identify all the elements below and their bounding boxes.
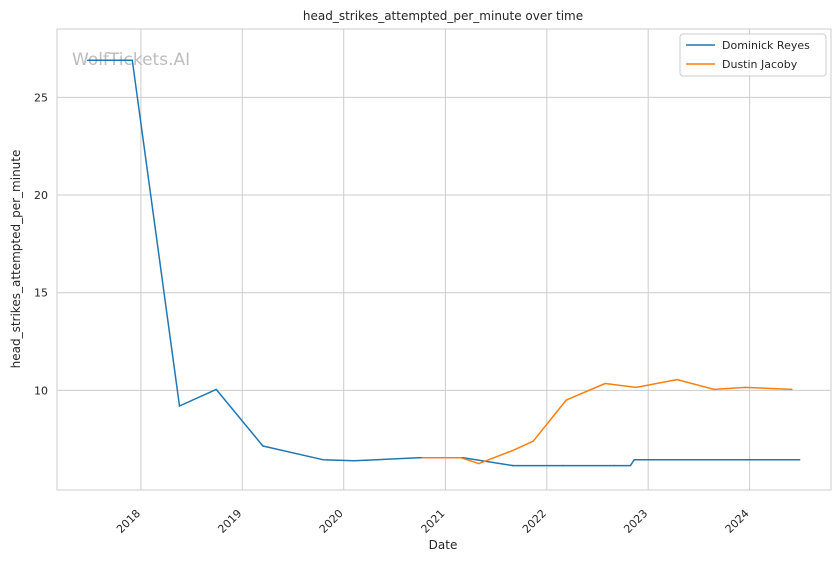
- x-tick-label: 2020: [317, 507, 346, 536]
- x-tick-label: 2023: [621, 507, 650, 536]
- legend-label-dustin-jacoby: Dustin Jacoby: [722, 58, 798, 71]
- legend-label-dominick-reyes: Dominick Reyes: [722, 39, 810, 52]
- data-point: [511, 450, 513, 452]
- series-line-dominick-reyes: [87, 59, 800, 467]
- data-point: [477, 462, 480, 465]
- data-point: [262, 445, 264, 447]
- data-point: [353, 459, 356, 462]
- y-axis-title: head_strikes_attempted_per_minute: [9, 150, 23, 369]
- series-lines: [87, 59, 801, 467]
- data-point: [460, 457, 463, 459]
- legend: Dominick Reyes Dustin Jacoby: [679, 33, 827, 77]
- data-point: [713, 388, 715, 391]
- x-axis-title: Date: [429, 538, 458, 552]
- x-tick-label: 2022: [520, 507, 549, 536]
- data-point: [178, 405, 181, 407]
- series-line-dustin-jacoby: [422, 378, 792, 465]
- y-tick-label: 10: [34, 384, 48, 397]
- y-tick-label: 15: [34, 287, 48, 300]
- x-tick-label: 2021: [419, 507, 448, 536]
- data-point: [562, 464, 564, 467]
- y-tick-label: 20: [34, 189, 48, 202]
- data-point: [322, 458, 324, 461]
- data-point: [417, 457, 420, 459]
- data-point: [421, 457, 424, 459]
- data-point: [629, 464, 632, 467]
- data-point: [744, 386, 746, 389]
- tick-labels: 10 15 20 25 2018 2019 2020 2021 2022 2023 2024: [34, 91, 752, 536]
- data-point: [635, 386, 637, 389]
- data-point: [676, 378, 678, 381]
- data-point: [131, 59, 134, 62]
- data-point: [565, 399, 567, 401]
- data-point: [798, 458, 801, 461]
- chart-title: head_strikes_attempted_per_minute over t…: [303, 9, 583, 23]
- data-point: [512, 464, 514, 467]
- grid: [57, 29, 831, 490]
- x-tick-label: 2019: [215, 507, 244, 536]
- y-tick-label: 25: [34, 91, 48, 104]
- data-point: [532, 440, 534, 443]
- x-tick-label: 2018: [114, 507, 143, 536]
- legend-box: [679, 33, 827, 77]
- data-point: [613, 464, 616, 467]
- x-tick-label: 2024: [723, 507, 752, 536]
- data-point: [604, 382, 606, 385]
- data-point: [87, 59, 89, 62]
- plot-frame: [56, 28, 832, 491]
- data-point: [633, 458, 636, 461]
- data-point: [791, 388, 793, 391]
- data-point: [215, 388, 217, 391]
